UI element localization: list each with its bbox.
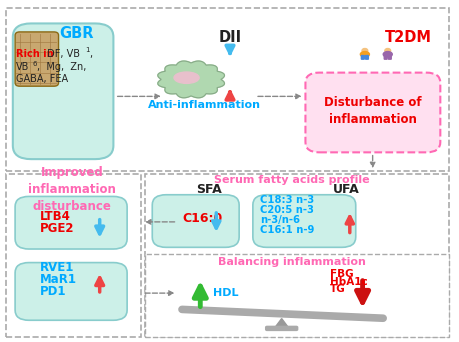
Polygon shape: [274, 318, 288, 328]
Text: HDL: HDL: [212, 288, 238, 298]
Circle shape: [361, 49, 367, 53]
Text: Balancing inflammation: Balancing inflammation: [217, 256, 365, 266]
FancyBboxPatch shape: [265, 326, 297, 330]
Text: ,  Mg,  Zn,: , Mg, Zn,: [37, 62, 86, 71]
Text: SFA: SFA: [196, 183, 222, 196]
Text: Anti-inflammation: Anti-inflammation: [148, 100, 261, 110]
Text: Rich in: Rich in: [16, 49, 54, 59]
Text: TG: TG: [329, 285, 345, 294]
Text: FBG: FBG: [329, 269, 353, 279]
Text: C16:1 n-9: C16:1 n-9: [259, 225, 313, 235]
Text: T2DM: T2DM: [384, 29, 431, 44]
Text: LTB4: LTB4: [40, 210, 71, 223]
Text: VB: VB: [16, 62, 29, 71]
Text: GBR: GBR: [60, 26, 94, 41]
FancyBboxPatch shape: [252, 195, 355, 247]
FancyBboxPatch shape: [365, 55, 368, 59]
FancyBboxPatch shape: [6, 8, 448, 171]
FancyBboxPatch shape: [305, 73, 439, 152]
Text: Improved
inflammation
disturbance: Improved inflammation disturbance: [28, 166, 116, 213]
Text: UFA: UFA: [332, 183, 359, 196]
FancyBboxPatch shape: [15, 263, 127, 320]
Text: C16:0: C16:0: [182, 212, 222, 225]
Polygon shape: [157, 61, 224, 98]
Text: MaR1: MaR1: [40, 273, 77, 286]
FancyBboxPatch shape: [6, 174, 140, 337]
FancyBboxPatch shape: [15, 196, 127, 249]
Text: C18:3 n-3: C18:3 n-3: [259, 195, 313, 205]
Circle shape: [384, 49, 390, 53]
Text: 1: 1: [85, 47, 90, 53]
Ellipse shape: [382, 52, 392, 57]
Text: HbA1c: HbA1c: [329, 277, 367, 287]
Text: RVE1: RVE1: [40, 261, 74, 274]
Text: n-3/n-6: n-3/n-6: [259, 215, 299, 225]
Text: GABA, FEA: GABA, FEA: [16, 74, 68, 84]
Text: PGE2: PGE2: [40, 222, 75, 235]
Text: DII: DII: [218, 29, 241, 44]
Text: Disturbance of
inflammation: Disturbance of inflammation: [323, 96, 420, 126]
Text: DF, VB: DF, VB: [44, 49, 80, 59]
Ellipse shape: [359, 52, 369, 57]
FancyBboxPatch shape: [15, 32, 58, 86]
Ellipse shape: [174, 72, 199, 83]
Text: ,: ,: [89, 49, 92, 59]
FancyBboxPatch shape: [152, 195, 239, 247]
Text: 6: 6: [32, 61, 36, 67]
FancyBboxPatch shape: [13, 24, 113, 159]
FancyBboxPatch shape: [145, 254, 448, 337]
Text: PD1: PD1: [40, 285, 67, 298]
FancyBboxPatch shape: [145, 174, 448, 337]
FancyBboxPatch shape: [383, 55, 386, 59]
FancyBboxPatch shape: [361, 55, 364, 59]
Text: Serum fatty acids profile: Serum fatty acids profile: [213, 175, 369, 185]
FancyBboxPatch shape: [387, 55, 391, 59]
Text: C20:5 n-3: C20:5 n-3: [259, 205, 313, 215]
